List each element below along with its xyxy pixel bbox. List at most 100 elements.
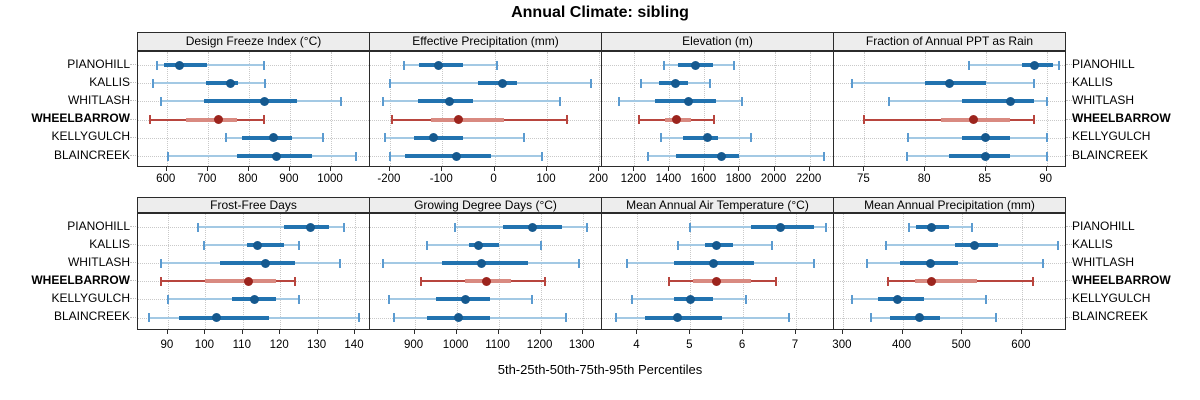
interquartile-bar-25th-75th	[675, 154, 740, 158]
x-gridline	[389, 52, 391, 166]
x-tick-mark	[738, 167, 740, 171]
x-tick-mark	[742, 330, 744, 334]
whisker-cap-95th	[1042, 258, 1045, 268]
whisker-cap-5th	[392, 313, 395, 322]
x-gridline	[317, 214, 319, 329]
row-gridline-stub	[130, 118, 136, 120]
station-label-right: PIANOHILL	[1072, 56, 1135, 71]
whisker-cap-95th	[339, 258, 342, 268]
x-tick-mark	[288, 167, 290, 171]
x-tick-label: 400	[892, 339, 912, 351]
x-tick-label: 100	[194, 339, 214, 351]
x-gridline	[864, 52, 866, 166]
row-gridline-stub	[130, 244, 136, 246]
interquartile-bar-25th-75th	[469, 243, 499, 248]
whisker-cap-5th	[196, 222, 199, 232]
interquartile-bar-25th-75th	[645, 315, 722, 320]
x-tick-label: 600	[1011, 339, 1031, 351]
percentiles-caption: 5th-25th-50th-75th-95th Percentiles	[497, 362, 703, 377]
panel-plot-area	[601, 213, 834, 330]
whisker-5th-95th	[197, 226, 344, 228]
interquartile-bar-25th-75th	[414, 135, 464, 140]
x-tick-mark	[773, 167, 775, 171]
x-gridline	[599, 52, 601, 166]
whisker-cap-95th	[541, 151, 544, 161]
whisker-cap-5th	[907, 222, 910, 232]
station-label-left: PIANOHILL	[67, 56, 130, 71]
median-dot-50th	[429, 133, 439, 143]
whisker-cap-5th	[637, 115, 640, 125]
whisker-cap-95th	[585, 222, 588, 232]
median-dot-50th	[243, 276, 253, 286]
panel-strip: Frost-Free Days	[137, 197, 370, 213]
median-dot-50th	[670, 78, 680, 88]
whisker-cap-95th	[824, 222, 827, 232]
whisker-cap-5th	[382, 258, 384, 268]
panel-plot-area	[369, 51, 602, 167]
x-tick-label: 300	[832, 339, 852, 351]
x-gridline	[540, 214, 542, 329]
interquartile-bar-25th-75th	[404, 154, 491, 158]
x-gridline	[962, 214, 964, 329]
interquartile-bar-25th-75th	[205, 279, 277, 284]
whisker-cap-95th	[263, 115, 266, 125]
whisker-cap-95th	[354, 151, 357, 161]
median-dot-50th	[269, 133, 279, 143]
whisker-cap-5th	[850, 294, 853, 304]
x-gridline	[289, 52, 291, 166]
x-tick-mark	[539, 330, 541, 334]
x-tick-label: 2200	[795, 173, 822, 185]
x-tick-mark	[330, 167, 331, 171]
x-tick-mark	[316, 330, 318, 334]
whisker-cap-95th	[787, 313, 790, 322]
median-dot-50th	[969, 115, 979, 125]
row-gridline-stub	[130, 226, 136, 227]
x-gridline	[637, 214, 639, 329]
panel-strip-title: Fraction of Annual PPT as Rain	[865, 34, 1034, 48]
panel-plot-area	[601, 51, 834, 167]
x-gridline	[494, 52, 496, 166]
panel-plot-area	[137, 213, 370, 330]
x-gridline	[743, 214, 745, 329]
median-dot-50th	[708, 258, 718, 268]
whisker-cap-95th	[1045, 133, 1048, 143]
whisker-cap-5th	[640, 78, 643, 88]
median-dot-50th	[271, 151, 281, 161]
whisker-cap-5th	[426, 240, 429, 250]
x-gridline	[985, 52, 987, 166]
median-dot-50th	[260, 258, 270, 268]
station-label-left: PIANOHILL	[67, 218, 130, 233]
x-gridline	[355, 214, 356, 329]
whisker-cap-95th	[1045, 96, 1048, 106]
interquartile-bar-25th-75th	[682, 135, 718, 140]
whisker-cap-95th	[496, 60, 499, 70]
x-gridline	[582, 214, 584, 329]
x-gridline	[248, 52, 250, 166]
whisker-cap-5th	[159, 258, 162, 268]
x-tick-mark	[441, 167, 443, 171]
median-dot-50th	[712, 276, 722, 286]
whisker-cap-5th	[663, 60, 666, 70]
x-tick-mark	[901, 330, 903, 334]
row-gridline-stub	[130, 298, 136, 300]
median-dot-50th	[213, 115, 223, 125]
row-gridline-stub	[1066, 226, 1072, 227]
x-tick-mark	[633, 167, 635, 171]
panel-strip: Effective Precipitation (mm)	[369, 32, 602, 51]
station-label-right: BLAINCREEK	[1072, 309, 1149, 323]
median-dot-50th	[260, 96, 269, 106]
x-tick-mark	[546, 167, 547, 171]
median-dot-50th	[925, 258, 935, 268]
station-label-left: KELLYGULCH	[51, 290, 130, 305]
whisker-cap-5th	[390, 115, 393, 125]
median-dot-50th	[249, 294, 259, 304]
x-tick-label: 1300	[568, 339, 595, 351]
x-tick-label: 5	[686, 339, 693, 351]
x-gridline	[842, 214, 844, 329]
whisker-cap-5th	[617, 96, 620, 106]
row-gridline-stub	[130, 155, 136, 156]
whisker-cap-95th	[1045, 151, 1048, 161]
row-gridline-stub	[1066, 118, 1072, 120]
x-tick-label: 100	[536, 173, 556, 185]
